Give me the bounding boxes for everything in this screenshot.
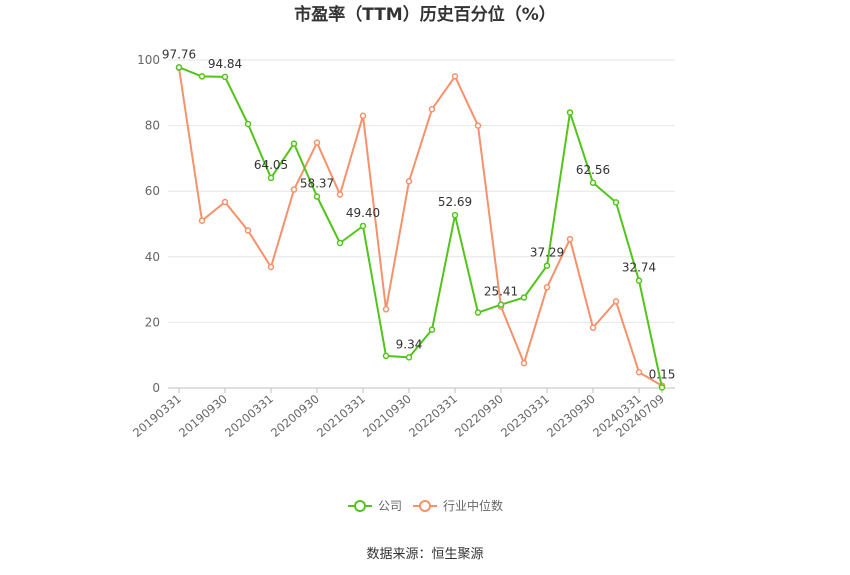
data-point[interactable] [474,309,482,316]
y-tick-label: 20 [145,315,160,329]
grid [168,59,675,323]
legend-company-marker [354,500,366,512]
x-tick-label: 20220331 [406,392,460,440]
data-point[interactable] [497,301,505,308]
data-point[interactable] [612,199,620,206]
data-label: 94.84 [208,57,242,71]
y-axis: 0 20 40 60 80 100 [137,53,160,395]
y-tick-label: 80 [145,119,160,133]
data-point[interactable] [635,277,643,284]
x-tick-label: 20190930 [176,392,230,440]
data-label: 62.56 [576,163,610,177]
data-point[interactable] [267,263,275,271]
data-point[interactable] [635,369,643,376]
data-label: 97.76 [162,47,196,61]
data-label: 9.34 [396,337,423,351]
data-point[interactable] [589,324,597,331]
series-line-industry-median [178,67,663,387]
data-label: 37.29 [530,246,564,260]
data-point[interactable] [290,186,298,193]
series-layer [175,64,666,391]
data-point[interactable] [221,198,229,206]
data-label: 52.69 [438,195,472,209]
data-point[interactable] [336,239,344,247]
data-point[interactable] [566,109,574,116]
data-label: 0.15 [649,368,676,382]
data-labels: 97.76 94.84 64.05 58.37 49.40 9.34 52.69 25.41 3… [162,47,676,381]
legend-item-company[interactable]: 公司 [348,499,402,513]
data-point[interactable] [428,105,436,113]
x-tick-label: 20210930 [360,392,414,440]
legend-company-label: 公司 [378,499,402,513]
data-point[interactable] [474,122,482,129]
legend-item-industry-median[interactable]: 行业中位数 [413,498,503,513]
x-tick-label: 20230331 [498,392,552,440]
x-axis: 2019033120190930202003312020093020210331… [130,387,675,440]
y-tick-label: 100 [137,53,160,67]
data-point[interactable] [198,73,206,80]
data-point[interactable] [428,326,436,333]
x-tick-label: 20200930 [268,392,322,440]
data-point[interactable] [244,227,252,234]
data-label: 58.37 [300,177,334,191]
x-tick-label: 20220930 [452,392,506,440]
data-point[interactable] [589,179,597,187]
data-point[interactable] [198,217,206,224]
data-point[interactable] [520,294,528,301]
legend-industry-marker [419,500,431,512]
data-point[interactable] [543,262,551,269]
series-line-company [178,66,663,388]
data-point[interactable] [566,235,574,243]
data-point[interactable] [658,384,666,391]
legend-industry-label: 行业中位数 [443,498,503,513]
data-label: 32.74 [622,261,656,275]
data-point[interactable] [267,174,275,182]
x-tick-label: 20200331 [222,392,276,440]
data-point[interactable] [382,306,390,313]
y-tick-label: 0 [152,381,160,395]
data-point[interactable] [313,139,321,146]
data-label: 25.41 [484,285,518,299]
data-label: 49.40 [346,206,380,220]
data-label: 64.05 [254,158,288,172]
source-note: 数据来源：恒生聚源 [366,547,483,562]
data-point[interactable] [543,284,551,291]
x-tick-label: 20230930 [544,392,598,440]
y-tick-label: 60 [145,184,160,198]
x-tick-label: 20210331 [314,392,368,440]
data-point[interactable] [612,298,620,305]
data-point[interactable] [221,73,229,81]
data-point[interactable] [244,120,252,128]
data-point[interactable] [451,211,459,219]
data-point[interactable] [359,112,367,120]
data-point[interactable] [382,352,390,360]
chart-title: 市盈率（TTM）历史百分位（%） [294,4,556,25]
data-point[interactable] [313,193,321,200]
data-point[interactable] [359,222,367,230]
data-point[interactable] [405,178,413,185]
data-point[interactable] [336,191,344,198]
x-tick-label: 20190331 [130,392,184,440]
data-point[interactable] [451,73,459,80]
data-point[interactable] [175,64,183,71]
data-point[interactable] [290,140,298,147]
data-point[interactable] [405,354,413,361]
legend[interactable]: 公司 行业中位数 [348,498,503,513]
data-point[interactable] [520,359,528,367]
y-tick-label: 40 [145,250,160,264]
